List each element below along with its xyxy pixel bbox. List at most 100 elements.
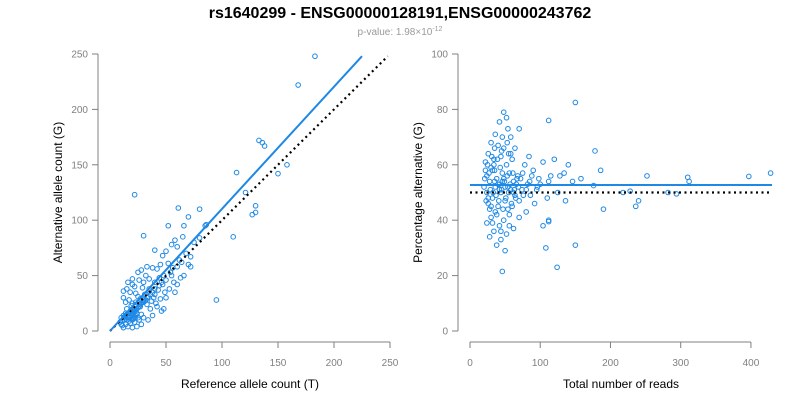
scatter-point bbox=[499, 178, 506, 185]
scatter-point bbox=[500, 217, 507, 223]
scatter-point bbox=[569, 178, 576, 185]
reference-line bbox=[109, 55, 389, 332]
scatter-point bbox=[233, 169, 240, 176]
scatter-point bbox=[523, 209, 529, 215]
scatter-point bbox=[177, 275, 184, 281]
scatter-point bbox=[149, 265, 156, 271]
scatter-point bbox=[196, 206, 203, 212]
scatter-point bbox=[172, 289, 178, 296]
scatter-point bbox=[134, 323, 140, 330]
scatter-point bbox=[514, 175, 520, 182]
y-tick-label: 50 bbox=[77, 271, 89, 282]
y-tick-label: 0 bbox=[82, 327, 88, 338]
scatter-point bbox=[486, 178, 493, 185]
scatter-point bbox=[501, 178, 508, 185]
scatter-point bbox=[491, 156, 497, 163]
scatter-point bbox=[572, 99, 579, 106]
y-tick-label: 250 bbox=[71, 50, 88, 61]
y-axis-title: Percentage alternative (G) bbox=[411, 122, 425, 263]
scatter-point bbox=[185, 214, 192, 220]
scatter-point bbox=[600, 206, 607, 212]
scatter-point bbox=[499, 134, 506, 140]
x-tick-label: 250 bbox=[382, 358, 399, 369]
scatter-point bbox=[507, 150, 514, 157]
scatter-point bbox=[171, 279, 177, 286]
scatter-point bbox=[180, 234, 186, 240]
scatter-point bbox=[519, 170, 526, 176]
chart-title: rs1640299 - ENSG00000128191,ENSG00000243… bbox=[209, 5, 592, 22]
scatter-point bbox=[551, 156, 558, 163]
scatter-point bbox=[488, 139, 494, 146]
scatter-point bbox=[183, 250, 189, 257]
scatter-point bbox=[506, 211, 513, 218]
scatter-point bbox=[146, 276, 152, 282]
scatter-point bbox=[493, 242, 500, 248]
scatter-point bbox=[126, 297, 132, 303]
scatter-point bbox=[545, 218, 552, 225]
x-tick-label: 100 bbox=[532, 358, 549, 369]
scatter-point bbox=[196, 235, 203, 241]
scatter-point bbox=[517, 175, 524, 182]
scatter-point bbox=[157, 296, 164, 302]
scatter-point bbox=[140, 279, 147, 286]
scatter-point bbox=[512, 195, 519, 201]
right-scatter-panel: 0 100 200 300 400 0 20 40 60 80 100 Total number of… bbox=[411, 50, 774, 391]
scatter-point bbox=[484, 189, 490, 196]
scatter-point bbox=[491, 162, 497, 168]
scatter-point bbox=[136, 277, 142, 283]
scatter-point bbox=[152, 247, 158, 253]
scatter-point bbox=[512, 145, 518, 151]
scatter-point bbox=[491, 178, 498, 185]
scatter-point bbox=[496, 222, 503, 229]
scatter-point bbox=[481, 175, 488, 182]
fit-line bbox=[109, 55, 363, 332]
scatter-point bbox=[507, 134, 514, 140]
scatter-point bbox=[526, 178, 533, 185]
scatter-point bbox=[187, 263, 194, 270]
scatter-point bbox=[157, 261, 164, 268]
scatter-point bbox=[165, 260, 172, 267]
scatter-point bbox=[130, 309, 137, 315]
scatter-point bbox=[554, 264, 560, 271]
scatter-point bbox=[125, 279, 131, 286]
scatter-point bbox=[154, 266, 160, 272]
scatter-point bbox=[665, 189, 671, 196]
scatter-point bbox=[530, 167, 537, 174]
scatter-point bbox=[505, 125, 511, 132]
scatter-point bbox=[213, 297, 220, 303]
scatter-point bbox=[686, 178, 692, 185]
scatter-point bbox=[502, 198, 508, 204]
scatter-point bbox=[249, 211, 256, 218]
scatter-point bbox=[160, 306, 167, 312]
scatter-point bbox=[540, 222, 546, 229]
scatter-point bbox=[488, 214, 494, 221]
scatter-point bbox=[143, 272, 149, 279]
scatter-point bbox=[498, 153, 504, 160]
scatter-point bbox=[540, 159, 546, 165]
scatter-point bbox=[644, 173, 650, 179]
scatter-point bbox=[565, 162, 572, 168]
scatter-point bbox=[572, 242, 579, 248]
scatter-point bbox=[529, 173, 535, 179]
scatter-point bbox=[498, 236, 504, 243]
x-axis-title: Total number of reads bbox=[563, 377, 679, 391]
scatter-point bbox=[484, 162, 491, 168]
scatter-point bbox=[140, 314, 147, 321]
scatter-point bbox=[488, 203, 494, 210]
scatter-point bbox=[148, 298, 155, 304]
scatter-point bbox=[493, 211, 500, 218]
scatter-point bbox=[174, 243, 180, 250]
scatter-point bbox=[163, 248, 169, 255]
scatter-point bbox=[487, 186, 494, 193]
scatter-point bbox=[507, 186, 514, 193]
scatter-point bbox=[510, 170, 516, 176]
scatter-point bbox=[486, 206, 493, 212]
scatter-point bbox=[187, 253, 194, 260]
scatter-point bbox=[516, 198, 522, 204]
scatter-point bbox=[312, 53, 318, 60]
scatter-point bbox=[491, 228, 497, 235]
scatter-point bbox=[592, 148, 598, 154]
scatter-point bbox=[129, 324, 136, 331]
scatter-point bbox=[275, 170, 281, 177]
